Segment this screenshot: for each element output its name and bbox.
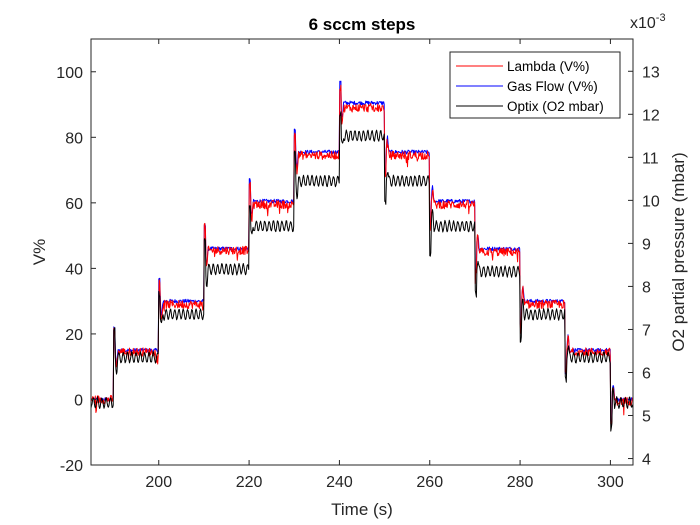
x-tick-label: 220: [236, 474, 263, 491]
legend-label-lambda: Lambda (V%): [507, 59, 590, 74]
y2-tick-label: 13: [642, 64, 660, 81]
y-axis-right: 4 5 6 7 8 9 10 11 12 13: [628, 64, 660, 469]
y2-tick-label: 12: [642, 107, 660, 124]
y-axis-label: V%: [30, 239, 49, 265]
y2-tick-label: 10: [642, 193, 660, 210]
series-line-optix: [90, 111, 633, 432]
y-tick-label: 40: [65, 261, 83, 278]
series-layer: [90, 80, 633, 432]
series-line-lambda: [90, 84, 633, 425]
y2-tick-label: 9: [642, 236, 651, 253]
y2-exponent-label: x10-3: [630, 12, 666, 32]
legend-label-gasflow: Gas Flow (V%): [507, 79, 598, 94]
x-tick-label: 240: [326, 474, 353, 491]
x-tick-label: 300: [597, 474, 624, 491]
y2-tick-label: 7: [642, 322, 651, 339]
x-tick-label: 200: [145, 474, 172, 491]
y2-exponent-power: -3: [656, 12, 666, 24]
x-axis: 200 220 240 260 280 300: [145, 39, 624, 491]
y2-tick-label: 6: [642, 365, 651, 382]
y-axis-left: -20 0 20 40 60 80 100: [56, 65, 96, 475]
y2-axis-label: O2 partial pressure (mbar): [669, 152, 688, 351]
y2-tick-label: 8: [642, 279, 651, 296]
y2-tick-label: 11: [642, 150, 659, 167]
y-tick-label: 80: [65, 130, 83, 147]
y-tick-label: 20: [65, 327, 83, 344]
y2-tick-label: 5: [642, 409, 651, 426]
legend-label-optix: Optix (O2 mbar): [507, 99, 604, 114]
y-tick-label: 100: [56, 65, 83, 82]
y2-exponent-base: x10: [630, 15, 656, 32]
x-axis-label: Time (s): [331, 500, 393, 519]
y-tick-label: -20: [60, 458, 83, 475]
chart-title: 6 sccm steps: [309, 15, 416, 34]
x-tick-label: 260: [416, 474, 443, 491]
y-tick-label: 0: [74, 392, 83, 409]
legend: Lambda (V%) Gas Flow (V%) Optix (O2 mbar…: [449, 51, 621, 119]
y-tick-label: 60: [65, 196, 83, 213]
x-tick-label: 280: [507, 474, 534, 491]
y2-tick-label: 4: [642, 452, 651, 469]
legend-box: [449, 51, 621, 119]
plot-frame: [90, 38, 634, 466]
